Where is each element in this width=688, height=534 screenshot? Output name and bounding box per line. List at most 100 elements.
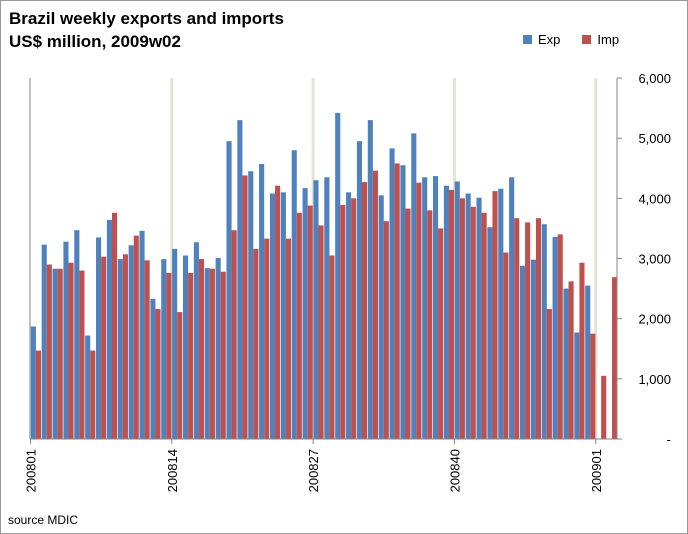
bar-imp xyxy=(242,175,248,439)
bar-imp xyxy=(362,182,368,439)
bar-exp xyxy=(367,120,373,440)
bar-exp xyxy=(443,185,449,439)
bar-exp xyxy=(226,141,232,439)
bar-imp xyxy=(275,185,281,439)
bar-imp xyxy=(470,206,476,439)
bar-imp xyxy=(90,350,96,439)
bar-exp xyxy=(356,141,363,439)
legend-item-imp: Imp xyxy=(582,32,619,47)
bar-exp xyxy=(117,259,123,439)
bar-imp xyxy=(57,268,63,439)
bar-imp xyxy=(307,205,313,439)
y-tick-label: 5,000 xyxy=(638,131,671,146)
bar-imp xyxy=(383,221,389,439)
bar-imp xyxy=(144,260,150,439)
bar-imp xyxy=(503,252,509,439)
bar-exp xyxy=(150,298,156,439)
bar-imp xyxy=(557,234,563,439)
y-tick-label: - xyxy=(667,432,671,447)
bar-imp xyxy=(579,262,585,439)
bar-imp xyxy=(416,182,422,439)
bar-imp xyxy=(177,312,183,439)
legend-label-imp: Imp xyxy=(597,32,620,47)
bar-imp xyxy=(46,264,52,439)
bar-exp xyxy=(563,288,569,439)
bar-exp xyxy=(128,245,134,439)
bar-exp xyxy=(74,230,80,439)
bar-exp xyxy=(519,265,526,439)
bar-exp xyxy=(248,171,254,439)
chart-legend: Exp Imp xyxy=(523,32,619,47)
x-tick-label: 200801 xyxy=(24,449,39,492)
bar-exp xyxy=(389,148,395,439)
bar-imp xyxy=(590,333,596,439)
bar-exp xyxy=(476,197,482,439)
bar-exp xyxy=(498,188,504,439)
bar-exp xyxy=(378,195,384,439)
y-tick-label: 4,000 xyxy=(638,191,671,206)
bar-imp xyxy=(133,235,139,439)
legend-item-exp: Exp xyxy=(523,32,560,47)
bar-exp xyxy=(280,192,286,439)
bar-imp xyxy=(351,198,357,439)
bar-exp xyxy=(346,192,352,439)
bar-exp xyxy=(106,219,112,439)
x-tick-label: 200901 xyxy=(589,449,604,492)
bar-exp xyxy=(465,193,471,439)
y-tick-label: 1,000 xyxy=(638,372,671,387)
bar-exp xyxy=(41,244,47,439)
bar-imp xyxy=(568,281,574,439)
bar-exp xyxy=(574,332,580,439)
bar-imp xyxy=(285,238,292,439)
bar-imp xyxy=(79,270,85,439)
bar-imp xyxy=(220,271,226,439)
legend-swatch-exp xyxy=(523,35,532,44)
legend-label-exp: Exp xyxy=(538,32,561,47)
bar-exp xyxy=(411,133,417,439)
bar-exp xyxy=(509,177,515,439)
bar-imp xyxy=(514,218,520,439)
bar-imp xyxy=(318,225,324,439)
bar-exp xyxy=(541,224,547,439)
bar-exp xyxy=(400,165,406,440)
bar-imp xyxy=(394,163,400,439)
bar-imp xyxy=(481,212,487,439)
y-tick-label: 3,000 xyxy=(638,252,671,267)
bar-imp xyxy=(264,238,270,439)
bar-imp xyxy=(405,208,411,439)
bar-exp xyxy=(302,188,308,439)
bar-exp xyxy=(193,242,199,439)
bar-imp xyxy=(111,212,118,439)
bar-exp xyxy=(204,268,210,439)
bar-imp xyxy=(612,277,618,439)
bar-imp xyxy=(601,375,607,439)
chart-title-line: Brazil weekly exports and imports xyxy=(9,9,284,28)
bar-exp xyxy=(433,176,439,439)
y-tick-label: 6,000 xyxy=(638,71,671,86)
x-tick-label: 200840 xyxy=(447,449,462,492)
bar-imp xyxy=(427,210,433,439)
bar-imp xyxy=(166,272,172,439)
bar-exp xyxy=(85,335,91,439)
bar-exp xyxy=(237,120,243,440)
bar-imp xyxy=(525,222,531,439)
bar-imp xyxy=(188,272,194,439)
bar-imp xyxy=(209,268,215,439)
bar-exp xyxy=(530,259,536,439)
bar-imp xyxy=(122,254,128,439)
bar-imp xyxy=(492,191,498,439)
bar-exp xyxy=(139,230,145,439)
bar-exp xyxy=(259,164,265,440)
bar-exp xyxy=(269,193,276,439)
bar-imp xyxy=(546,309,552,439)
bar-imp xyxy=(438,228,444,439)
legend-swatch-imp xyxy=(582,35,592,44)
bar-exp xyxy=(422,177,428,439)
x-tick-label: 200827 xyxy=(306,449,321,492)
bar-imp xyxy=(68,262,74,439)
bar-imp xyxy=(372,170,378,439)
bar-imp xyxy=(296,212,302,439)
bar-exp xyxy=(335,112,341,440)
